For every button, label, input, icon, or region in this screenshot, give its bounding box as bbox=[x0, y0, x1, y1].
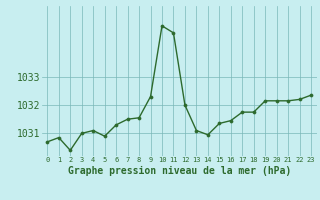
X-axis label: Graphe pression niveau de la mer (hPa): Graphe pression niveau de la mer (hPa) bbox=[68, 166, 291, 176]
